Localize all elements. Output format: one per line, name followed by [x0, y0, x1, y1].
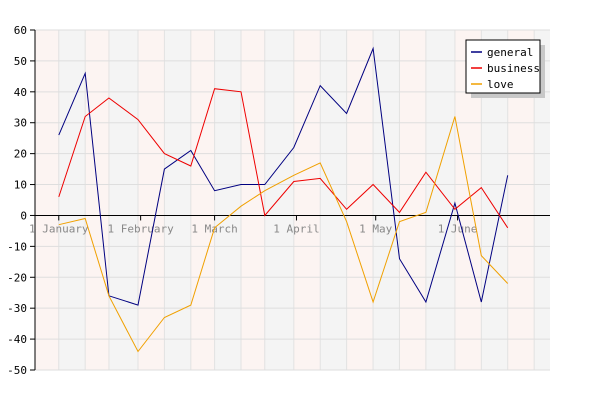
- x-tick-label: 1 January: [29, 222, 89, 235]
- legend: general business love: [465, 39, 545, 98]
- grid-lines: [35, 29, 550, 371]
- y-tick-label: 40: [14, 86, 27, 99]
- legend-label-general: general: [487, 46, 533, 59]
- y-tick-label: 50: [14, 55, 27, 68]
- legend-label-love: love: [487, 78, 514, 91]
- series-line-business: [58, 88, 509, 229]
- y-tick-label: -30: [7, 302, 27, 315]
- background-band: [264, 30, 294, 370]
- y-tick-label: -20: [7, 271, 27, 284]
- x-tick-label: 1 February: [108, 222, 175, 235]
- background-band: [241, 30, 265, 370]
- background-band: [293, 30, 321, 370]
- y-tick-label: -40: [7, 333, 27, 346]
- x-tick-label: 1 June: [438, 222, 478, 235]
- y-tick-label: 20: [14, 148, 27, 161]
- background-band: [346, 30, 374, 370]
- background-band: [534, 30, 550, 370]
- series-lines: [58, 46, 509, 353]
- series-line-love: [58, 116, 509, 353]
- x-tick-label: 1 April: [273, 222, 319, 235]
- y-tick-label: 10: [14, 179, 27, 192]
- background-band: [58, 30, 86, 370]
- background-band: [164, 30, 191, 370]
- legend-label-business: business: [487, 62, 540, 75]
- y-tick-label: 0: [20, 209, 27, 222]
- background-band: [320, 30, 347, 370]
- background-band: [108, 30, 138, 370]
- x-tick-label: 1 May: [359, 222, 392, 235]
- y-tick-label: -10: [7, 240, 27, 253]
- series-line-general: [58, 46, 509, 306]
- background-band: [190, 30, 215, 370]
- y-tick-label: -50: [7, 364, 27, 377]
- y-tick-label: 30: [14, 117, 27, 130]
- y-tick-label: 60: [14, 24, 27, 37]
- background-band: [35, 30, 59, 370]
- background-band: [399, 30, 426, 370]
- background-band: [214, 30, 241, 370]
- background-band: [425, 30, 455, 370]
- background-band: [138, 30, 165, 370]
- background-band: [85, 30, 109, 370]
